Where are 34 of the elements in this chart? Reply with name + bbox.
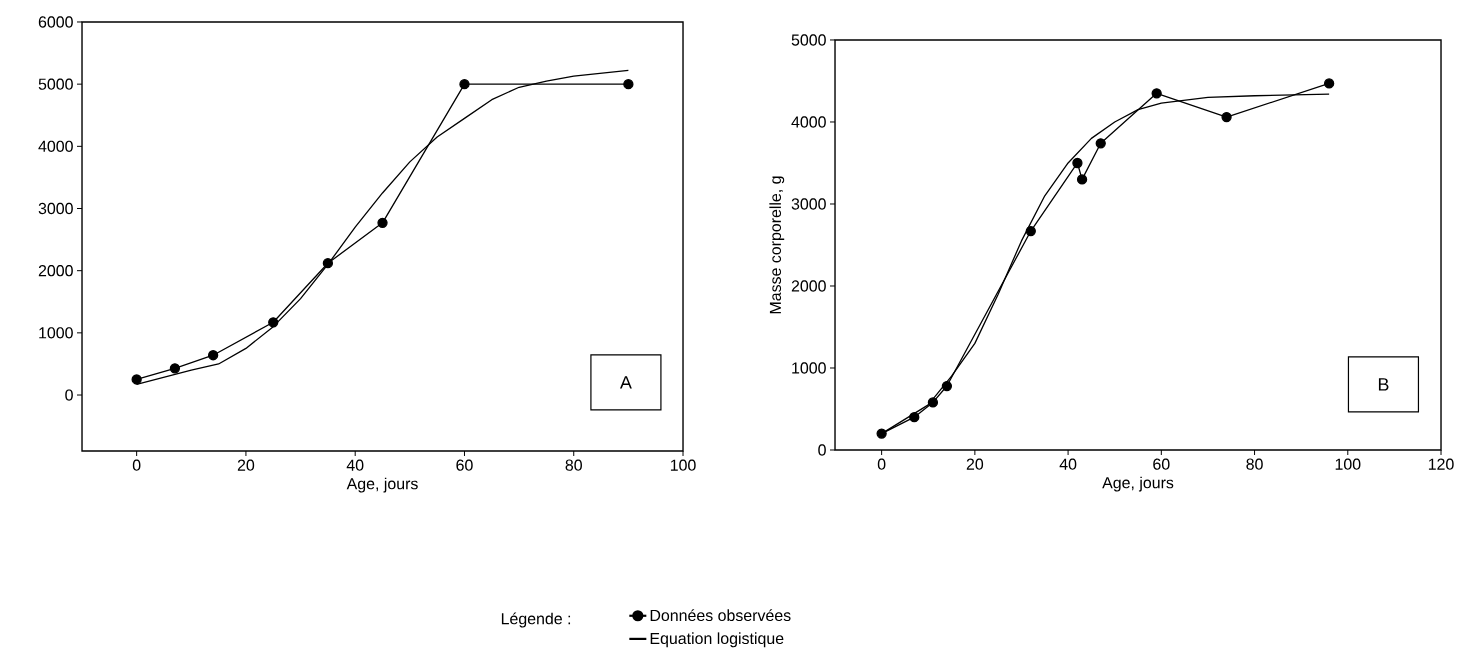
annotation: A: [619, 376, 632, 389]
y-tick-label: 1000: [39, 327, 73, 339]
x-tick-label: 20: [966, 458, 984, 470]
y-tick-label: 2000: [38, 265, 73, 277]
annotation: B: [1378, 378, 1389, 391]
y-tick-label: 3000: [38, 202, 73, 215]
x-tick-label: 60: [456, 459, 473, 471]
x-tick-label: 20: [237, 459, 255, 471]
y-tick-label: 4000: [38, 140, 73, 152]
x-axis-title: Age, jours: [346, 477, 418, 493]
legend-label: Equation logistique: [650, 632, 784, 648]
y-tick-label: 4000: [791, 116, 826, 128]
legend-title: Légende :: [501, 612, 571, 628]
x-tick-label: 0: [132, 459, 141, 471]
x-tick-label: 80: [1246, 458, 1263, 470]
y-tick-label: 0: [818, 444, 826, 456]
x-tick-label: 40: [346, 459, 364, 471]
y-tick-label: 5000: [791, 34, 826, 46]
x-tick-label: 60: [1153, 458, 1170, 470]
x-tick-label: 0: [877, 458, 886, 470]
legend-label: Données observées: [650, 609, 791, 622]
x-tick-label: 100: [1335, 458, 1361, 470]
x-tick-label: 100: [670, 459, 696, 471]
y-tick-label: 0: [65, 389, 73, 401]
x-tick-label: 120: [1428, 458, 1454, 470]
y-tick-label: 5000: [38, 78, 73, 90]
y-axis-title: Masse corporelle, g: [769, 176, 785, 314]
x-tick-label: 80: [565, 459, 582, 471]
y-tick-label: 2000: [791, 280, 826, 292]
y-tick-label: 3000: [791, 198, 826, 210]
x-tick-label: 40: [1059, 458, 1077, 470]
y-tick-label: 1000: [792, 362, 826, 374]
x-axis-title: Age, jours: [1102, 476, 1174, 492]
y-tick-label: 6000: [38, 16, 73, 28]
